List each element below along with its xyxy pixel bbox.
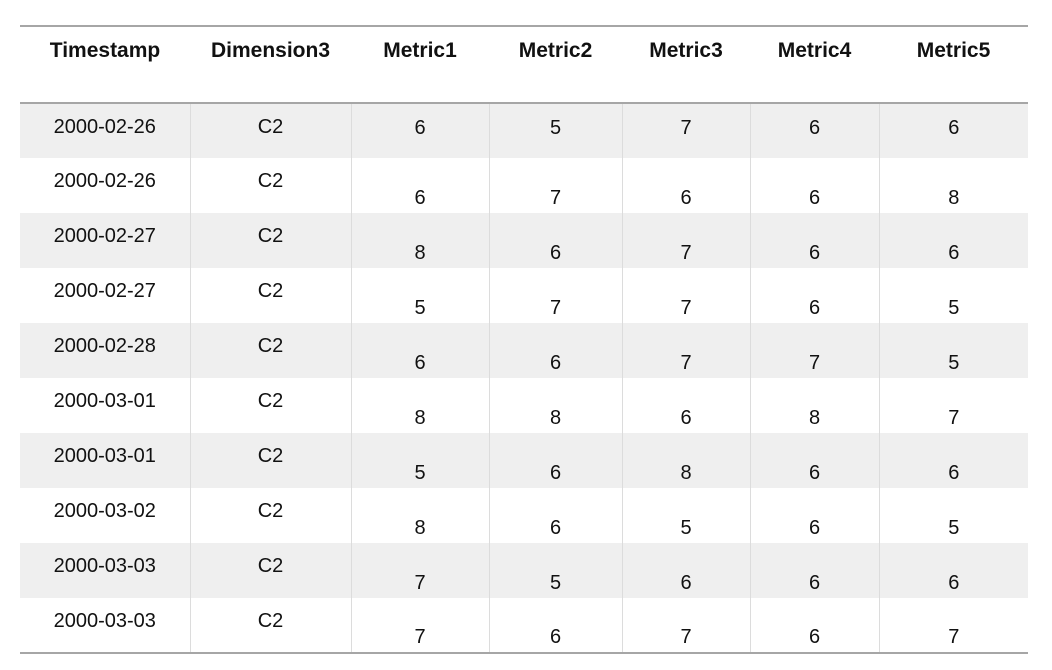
cell-metric4: 6 — [749, 158, 879, 213]
table-row: 2000-03-03 C2 7 6 7 6 7 — [20, 598, 1028, 653]
cell-metric5: 6 — [878, 433, 1028, 488]
data-table-container: Timestamp Dimension3 Metric1 Metric2 Met… — [20, 25, 1028, 654]
table-row: 2000-03-02 C2 8 6 5 6 5 — [20, 488, 1028, 543]
cell-timestamp: 2000-03-01 — [53, 445, 156, 467]
column-header-dimension3: Dimension3 — [210, 39, 331, 62]
cell-metric4: 7 — [749, 323, 879, 378]
cell-metric1: 6 — [350, 158, 489, 213]
cell-metric2: 6 — [488, 488, 622, 543]
table-row: 2000-03-01 C2 5 6 8 6 6 — [20, 433, 1028, 488]
cell-metric4: 6 — [749, 213, 879, 268]
cell-metric1: 6 — [350, 323, 489, 378]
cell-dimension3: C2 — [189, 213, 351, 268]
cell-dimension3: C2 — [189, 598, 351, 653]
table-row: 2000-02-27 C2 8 6 7 6 6 — [20, 213, 1028, 268]
cell-metric5: 6 — [878, 543, 1028, 598]
cell-dimension3: C2 — [189, 543, 351, 598]
cell-dimension3: C2 — [189, 103, 351, 158]
cell-metric3: 7 — [621, 323, 750, 378]
cell-metric3: 7 — [621, 213, 750, 268]
cell-timestamp: 2000-02-27 — [53, 225, 156, 247]
table-row: 2000-02-26 C2 6 5 7 6 6 — [20, 103, 1028, 158]
cell-timestamp: 2000-02-26 — [53, 170, 156, 192]
cell-timestamp: 2000-03-02 — [53, 500, 156, 522]
cell-metric1: 7 — [350, 598, 489, 653]
cell-dimension3: C2 — [189, 433, 351, 488]
cell-metric5: 5 — [878, 323, 1028, 378]
table-row: 2000-02-28 C2 6 6 7 7 5 — [20, 323, 1028, 378]
cell-dimension3: C2 — [189, 378, 351, 433]
cell-dimension3: C2 — [189, 268, 351, 323]
cell-metric1: 5 — [350, 268, 489, 323]
column-header-metric3: Metric3 — [649, 39, 723, 62]
cell-metric3: 8 — [621, 433, 750, 488]
column-header-metric4: Metric4 — [777, 39, 852, 62]
table-row: 2000-03-01 C2 8 8 6 8 7 — [20, 378, 1028, 433]
table-row: 2000-02-26 C2 6 7 6 6 8 — [20, 158, 1028, 213]
cell-metric5: 8 — [878, 158, 1028, 213]
cell-metric5: 5 — [878, 488, 1028, 543]
cell-metric3: 7 — [621, 268, 750, 323]
column-header-metric1: Metric1 — [383, 39, 457, 62]
cell-metric1: 8 — [350, 213, 489, 268]
column-header-metric5: Metric5 — [916, 39, 991, 62]
cell-metric3: 6 — [621, 158, 750, 213]
cell-metric5: 6 — [878, 103, 1028, 158]
cell-metric5: 7 — [878, 378, 1028, 433]
cell-metric2: 5 — [488, 103, 622, 158]
cell-timestamp: 2000-03-03 — [53, 555, 156, 577]
cell-metric5: 7 — [878, 598, 1028, 653]
cell-metric4: 6 — [749, 268, 879, 323]
column-header-metric2: Metric2 — [518, 39, 593, 62]
cell-metric1: 8 — [350, 378, 489, 433]
table-row: 2000-03-03 C2 7 5 6 6 6 — [20, 543, 1028, 598]
cell-metric4: 6 — [749, 598, 879, 653]
cell-metric3: 5 — [621, 488, 750, 543]
cell-metric3: 7 — [621, 598, 750, 653]
cell-timestamp: 2000-02-28 — [53, 335, 156, 357]
column-header-timestamp: Timestamp — [49, 39, 161, 62]
cell-dimension3: C2 — [189, 488, 351, 543]
cell-metric2: 6 — [488, 598, 622, 653]
table-body: 2000-02-26 C2 6 5 7 6 6 2000-02-26 C2 6 7 6 6 8 2000-0… — [20, 103, 1028, 653]
data-table: Timestamp Dimension3 Metric1 Metric2 Met… — [20, 25, 1028, 654]
cell-metric5: 5 — [878, 268, 1028, 323]
cell-dimension3: C2 — [189, 158, 351, 213]
cell-metric2: 6 — [488, 433, 622, 488]
cell-metric3: 6 — [621, 543, 750, 598]
cell-timestamp: 2000-02-27 — [53, 280, 156, 302]
table-row: 2000-02-27 C2 5 7 7 6 5 — [20, 268, 1028, 323]
cell-metric2: 8 — [488, 378, 622, 433]
cell-timestamp: 2000-03-03 — [53, 610, 156, 632]
cell-metric2: 7 — [488, 158, 622, 213]
cell-metric1: 7 — [350, 543, 489, 598]
table-header-row: Timestamp Dimension3 Metric1 Metric2 Met… — [20, 26, 1028, 103]
cell-metric1: 5 — [350, 433, 489, 488]
cell-metric2: 7 — [488, 268, 622, 323]
cell-metric4: 6 — [749, 433, 879, 488]
cell-metric1: 6 — [350, 103, 489, 158]
cell-timestamp: 2000-03-01 — [53, 390, 156, 412]
cell-metric4: 6 — [749, 103, 879, 158]
cell-metric4: 6 — [749, 543, 879, 598]
cell-metric2: 6 — [488, 323, 622, 378]
cell-metric1: 8 — [350, 488, 489, 543]
cell-metric4: 6 — [749, 488, 879, 543]
cell-metric2: 5 — [488, 543, 622, 598]
cell-metric4: 8 — [749, 378, 879, 433]
cell-dimension3: C2 — [189, 323, 351, 378]
cell-metric5: 6 — [878, 213, 1028, 268]
cell-metric3: 7 — [621, 103, 750, 158]
cell-metric3: 6 — [621, 378, 750, 433]
cell-timestamp: 2000-02-26 — [53, 116, 156, 138]
cell-metric2: 6 — [488, 213, 622, 268]
